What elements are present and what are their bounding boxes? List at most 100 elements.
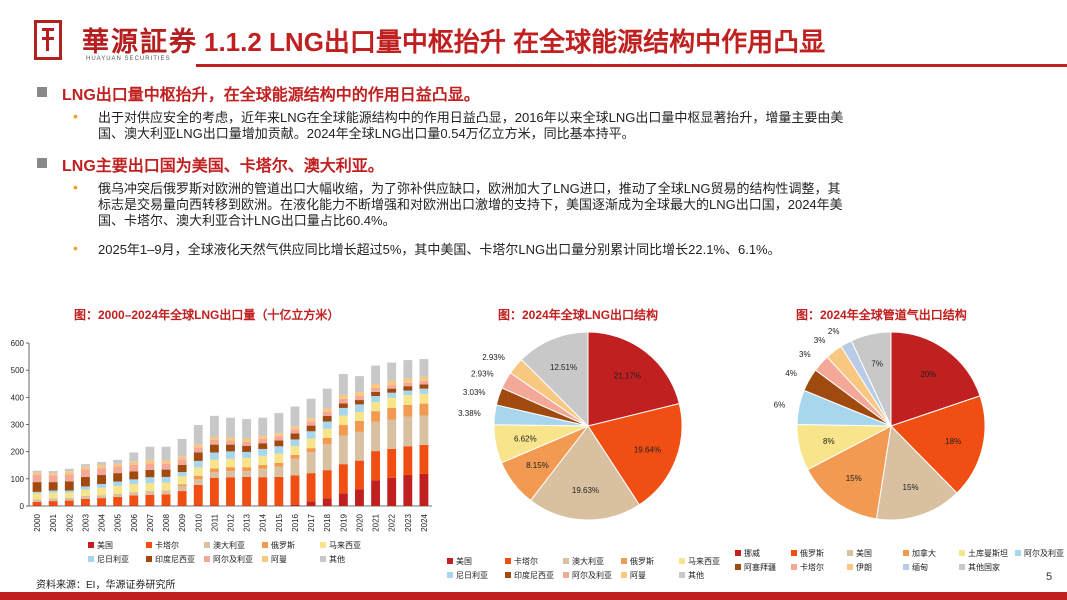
bar-segment (145, 477, 155, 484)
bar-segment (226, 437, 235, 441)
bar-segment (258, 477, 268, 506)
y-tick-label: 400 (11, 393, 25, 402)
bar-segment (306, 421, 316, 426)
chart-title-bar: 图：2000–2024年全球LNG出口量（十亿立方米） (74, 308, 340, 322)
bar-segment (338, 435, 348, 465)
legend-swatch (847, 564, 853, 570)
bar-segment (387, 388, 397, 393)
bar-segment (387, 381, 397, 386)
bar-segment (338, 425, 348, 436)
bar-segment (113, 466, 123, 474)
x-tick-label: 2001 (49, 513, 58, 531)
bar-segment (338, 415, 348, 426)
x-tick-label: 2015 (275, 513, 284, 531)
bullet-line: 国、卡塔尔、澳大利亚合计LNG出口量占比60.4%。 (98, 213, 396, 228)
legend-label: 印度尼西亚 (514, 570, 554, 580)
legend-swatch (847, 550, 853, 556)
legend-swatch (735, 550, 741, 556)
bar-segment (177, 472, 187, 477)
legend-label: 阿尔及利亚 (572, 570, 612, 580)
bar-segment (161, 482, 171, 491)
pie-label: 15% (903, 483, 919, 492)
legend-swatch (959, 550, 965, 556)
bar-segment (338, 493, 348, 506)
bar-segment (242, 451, 252, 458)
legend-swatch (505, 572, 511, 578)
bar-segment (274, 453, 284, 463)
legend-swatch (791, 550, 797, 556)
bar-segment (306, 425, 316, 432)
bar-segment (80, 476, 90, 487)
bar-segment (129, 483, 139, 493)
bullet-line: 国、澳大利亚LNG出口量增加贡献。2024年全球LNG出口量0.54万亿立方米，… (98, 126, 635, 141)
bar-segment (145, 463, 155, 470)
bar-segment (419, 376, 429, 381)
bar-segment (209, 436, 219, 440)
bar-segment (48, 498, 58, 502)
bar-segment (290, 426, 300, 430)
legend-label: 尼日利亚 (456, 570, 488, 580)
legend-label: 澳大利亚 (213, 540, 245, 550)
bar-segment (306, 473, 316, 502)
bar-segment (387, 362, 397, 382)
bar-segment (113, 459, 123, 464)
bar-segment (242, 419, 252, 439)
x-tick-label: 2017 (307, 513, 316, 531)
bar-segment (419, 380, 429, 385)
legend-swatch (563, 572, 569, 578)
bar-segment (129, 471, 139, 480)
legend-swatch (679, 558, 685, 564)
bar-segment (80, 498, 90, 506)
bar-segment (193, 505, 203, 506)
bar-segment (371, 387, 381, 392)
bar-segment (32, 501, 42, 506)
source-note: 资料来源：EI，华源证券研究所 (36, 580, 176, 591)
x-tick-label: 2008 (162, 513, 171, 531)
bar-segment (290, 475, 300, 505)
pie-label: 2% (828, 327, 840, 336)
pie-label: 3% (814, 336, 826, 345)
bar-segment (161, 494, 171, 506)
bar-segment (161, 469, 171, 477)
bar-segment (419, 384, 429, 389)
bar-segment (97, 487, 106, 496)
legend-swatch (903, 564, 909, 570)
bar-segment (371, 384, 381, 388)
pie-label: 21.17% (614, 372, 641, 381)
legend-swatch (621, 558, 627, 564)
bar-segment (322, 421, 332, 429)
x-tick-label: 2007 (146, 513, 155, 531)
bar-segment (80, 489, 90, 496)
bar-segment (242, 470, 252, 477)
x-tick-label: 2024 (420, 513, 429, 531)
legend-label: 阿尔及利亚 (1024, 548, 1064, 558)
bar-segment (193, 444, 203, 448)
bar-segment (355, 489, 364, 506)
legend-label: 其他国家 (968, 562, 1000, 572)
bullet-dot: • (73, 240, 78, 256)
bar-segment (403, 475, 413, 506)
bar-segment (129, 479, 139, 484)
bar-segment (177, 486, 187, 492)
legend-swatch (903, 550, 909, 556)
legend-label: 其他 (688, 570, 704, 580)
bar-segment (226, 444, 235, 452)
legend-swatch (791, 564, 797, 570)
legend-swatch (88, 542, 94, 548)
x-tick-label: 2003 (81, 513, 90, 531)
legend-label: 美国 (856, 548, 872, 558)
legend-label: 阿尔及利亚 (213, 554, 253, 564)
bar-segment (64, 497, 74, 501)
bar-segment (64, 471, 74, 475)
bar-segment (48, 492, 58, 499)
bar-segment (32, 491, 42, 494)
bar-segment (193, 479, 203, 485)
bar-segment (322, 498, 332, 506)
legend-label: 卡塔尔 (800, 562, 824, 572)
bar-segment (226, 451, 235, 459)
legend-label: 加拿大 (912, 548, 936, 558)
x-tick-label: 2014 (259, 513, 268, 531)
bar-segment (403, 390, 413, 396)
x-tick-label: 2002 (65, 513, 74, 531)
